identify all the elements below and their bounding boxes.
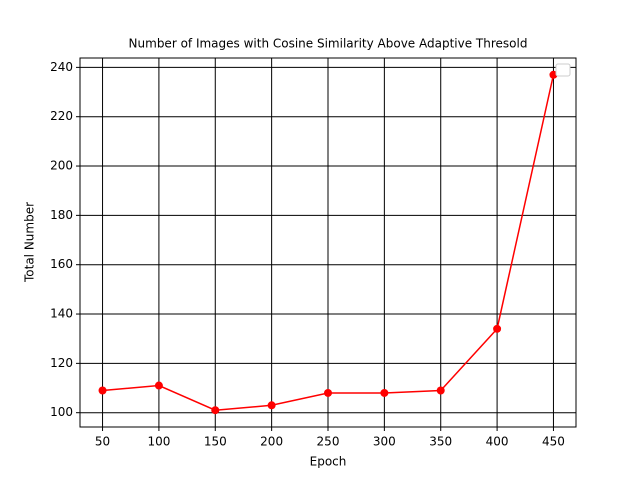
x-tick-label: 450 (542, 435, 565, 449)
chart-title: Number of Images with Cosine Similarity … (129, 37, 528, 51)
data-point (267, 401, 276, 410)
x-tick-label: 250 (317, 435, 340, 449)
y-tick-label: 100 (50, 405, 73, 419)
y-axis-label: Total Number (23, 202, 37, 283)
y-tick-label: 220 (50, 109, 73, 123)
x-tick-label: 350 (429, 435, 452, 449)
data-point (436, 386, 445, 395)
y-tick-label: 160 (50, 257, 73, 271)
data-point (324, 388, 332, 397)
data-point (493, 324, 502, 333)
x-tick-label: 50 (95, 435, 110, 449)
data-point (211, 406, 220, 415)
data-point (380, 388, 389, 397)
x-tick-label: 400 (486, 435, 509, 449)
y-tick-label: 240 (50, 60, 73, 74)
legend-box (555, 63, 571, 77)
data-point (154, 381, 163, 390)
x-axis-label: Epoch (310, 455, 347, 469)
plot-area: 100 120 140 160 180 200 220 240 50 100 150 200 250 30… (50, 58, 576, 449)
x-tick-label: 150 (204, 435, 227, 449)
data-point (549, 70, 558, 79)
axes-frame (79, 57, 577, 428)
y-tick-label: 120 (50, 356, 73, 370)
data-point (98, 386, 107, 395)
x-tick-label: 100 (147, 435, 170, 449)
y-tick-label: 140 (50, 307, 73, 321)
x-tick-label: 200 (260, 435, 283, 449)
y-tick-label: 180 (50, 208, 73, 222)
x-tick-label: 300 (373, 435, 396, 449)
y-tick-label: 200 (50, 159, 73, 173)
